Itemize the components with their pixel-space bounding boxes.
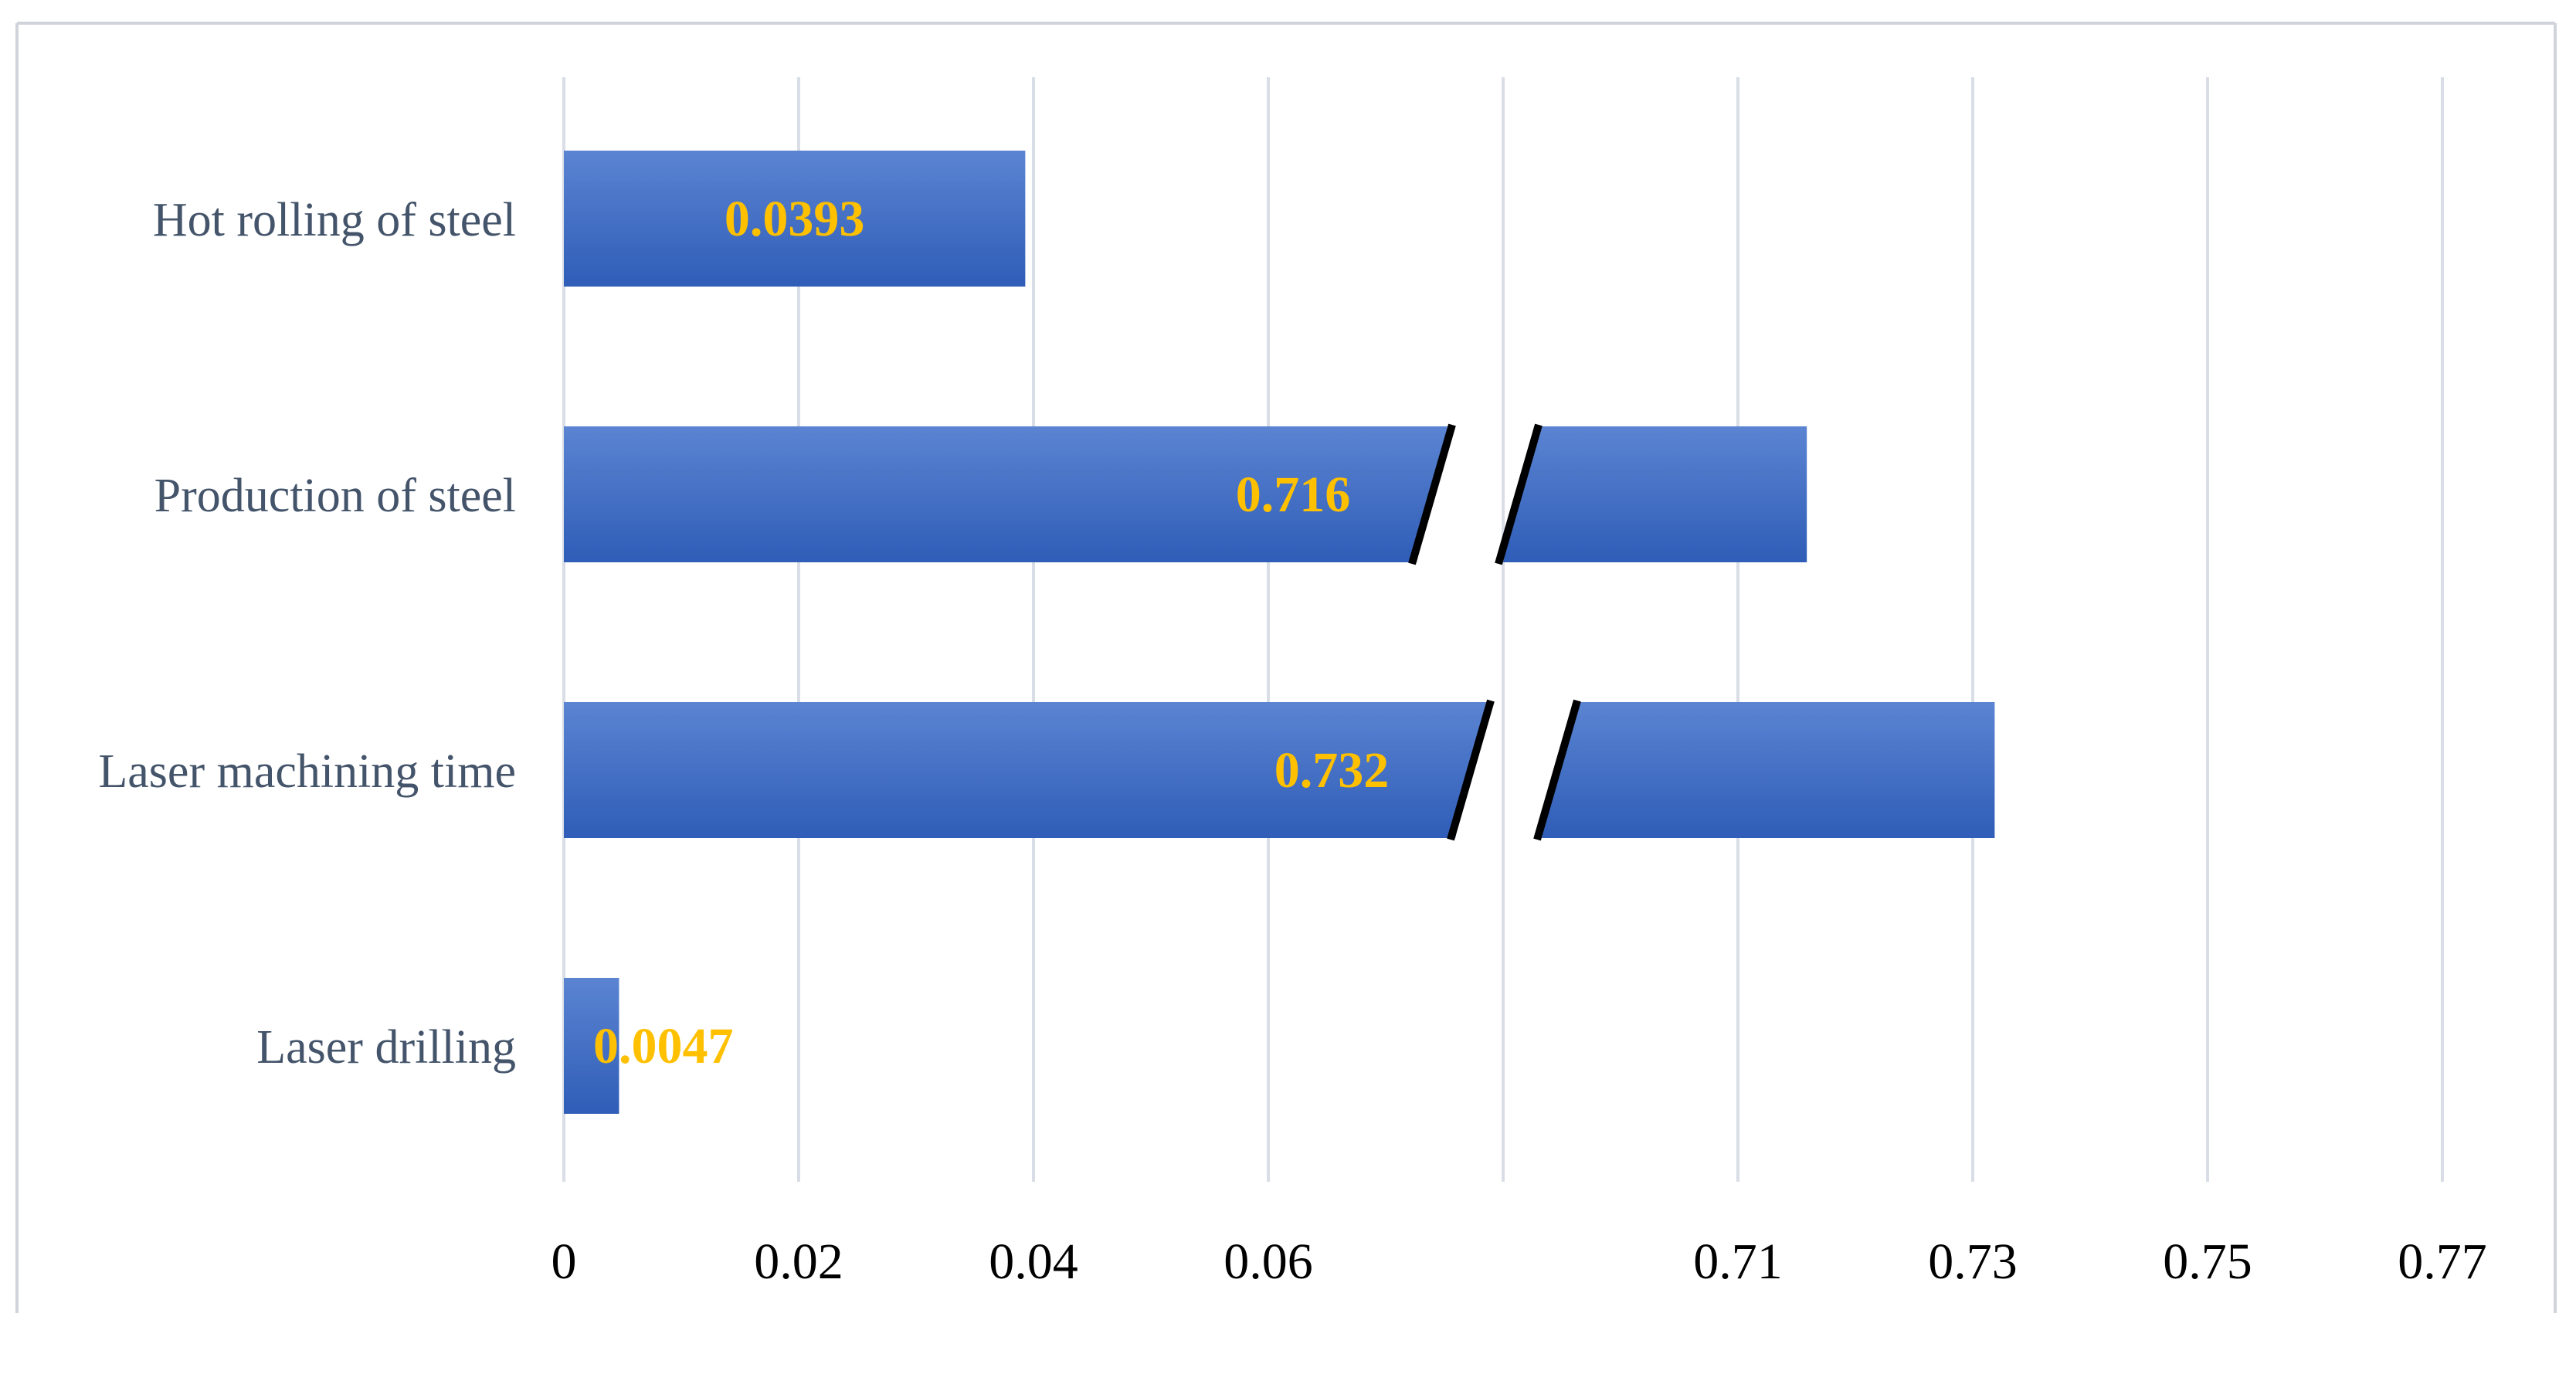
data-label: 0.0047	[593, 1018, 734, 1074]
x-tick-label: 0.71	[1693, 1234, 1783, 1290]
break-mark	[1447, 699, 1495, 841]
bar-segment-lower	[564, 702, 1486, 838]
break-mark	[1495, 423, 1543, 565]
data-label: 0.0393	[725, 191, 865, 247]
bars	[564, 151, 1995, 1114]
chart-frame	[15, 22, 2557, 1313]
x-tick-label: 0.02	[754, 1234, 843, 1290]
category-labels: Hot rolling of steel Production of steel L…	[98, 194, 516, 1074]
axis-break-marks	[1408, 423, 1581, 841]
category-label: Laser drilling	[256, 1021, 516, 1074]
category-label: Laser machining time	[98, 745, 516, 798]
bar-segment-lower	[564, 426, 1448, 562]
data-label: 0.732	[1274, 742, 1390, 799]
category-label: Hot rolling of steel	[153, 194, 516, 246]
data-label: 0.716	[1236, 467, 1351, 523]
x-tick-label: 0.77	[2398, 1234, 2487, 1290]
x-tick-label: 0	[552, 1234, 577, 1290]
x-tick-label: 0.75	[2163, 1234, 2252, 1290]
x-tick-label: 0.04	[989, 1234, 1078, 1290]
frame	[15, 22, 2557, 1313]
x-tick-label: 0.73	[1928, 1234, 2018, 1290]
bar	[564, 978, 619, 1114]
bar-segment-upper	[1503, 426, 1807, 562]
category-label: Production of steel	[154, 470, 516, 522]
x-tick-label: 0.06	[1224, 1234, 1313, 1290]
bar-segment-upper	[1542, 702, 1995, 838]
data-labels: 0.0393 0.716 0.732 0.0047	[593, 191, 1389, 1074]
break-mark	[1408, 423, 1456, 565]
break-mark	[1533, 699, 1581, 841]
x-tick-labels: 0 0.02 0.04 0.06 0.71 0.73 0.75 0.77	[552, 1234, 2487, 1290]
bar	[564, 151, 1026, 287]
